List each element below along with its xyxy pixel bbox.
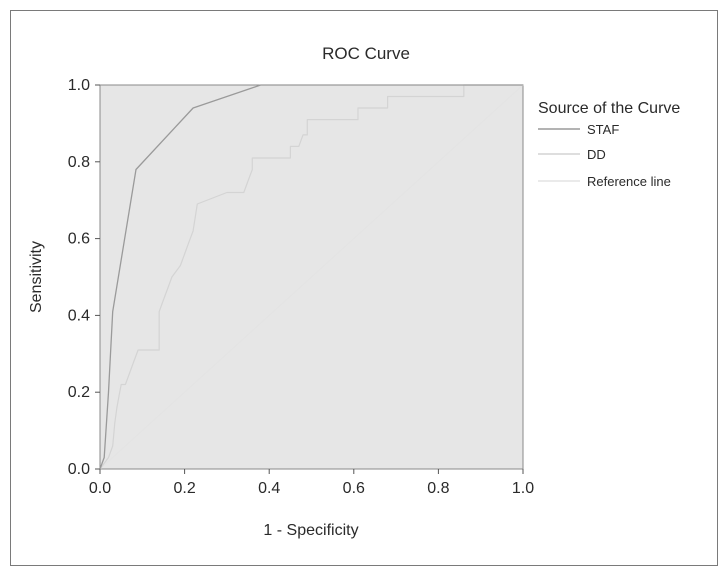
- x-tick-label-0: 0.0: [89, 480, 111, 497]
- series-line-reference-line: [99, 84, 524, 470]
- x-tick-label-3: 0.6: [343, 480, 365, 497]
- x-tick-label-2: 0.4: [258, 480, 280, 497]
- y-tick-label-1: 0.2: [68, 384, 90, 401]
- x-tick-label-4: 0.8: [427, 480, 449, 497]
- x-axis-title: 1 - Specificity: [263, 522, 358, 539]
- y-tick-label-2: 0.4: [68, 307, 90, 324]
- x-tick-label-1: 0.2: [173, 480, 195, 497]
- y-tick-label-5: 1.0: [68, 77, 90, 94]
- legend-title: Source of the Curve: [538, 100, 680, 117]
- legend-label-dd: DD: [587, 147, 606, 162]
- series-layer: [99, 84, 524, 470]
- y-tick-label-4: 0.8: [68, 154, 90, 171]
- y-tick-label-3: 0.6: [68, 231, 90, 248]
- series-line-dd: [99, 84, 523, 470]
- y-tick-label-0: 0.0: [68, 461, 90, 478]
- legend-label-staf: STAF: [587, 122, 619, 137]
- y-axis-title: Sensitivity: [28, 241, 45, 313]
- x-tick-label-5: 1.0: [512, 480, 534, 497]
- legend-items: STAF DD Reference line: [538, 122, 671, 189]
- legend-label-reference-line: Reference line: [587, 174, 671, 189]
- chart-title: ROC Curve: [322, 44, 410, 63]
- series-line-staf: [99, 84, 523, 470]
- axes-layer: 0.0 0.2 0.4 0.6 0.8 1.0 0.0 0.2 0.4 0.6 0.8 1.0: [68, 77, 534, 497]
- legend: Source of the Curve STAF DD Reference line: [538, 100, 680, 189]
